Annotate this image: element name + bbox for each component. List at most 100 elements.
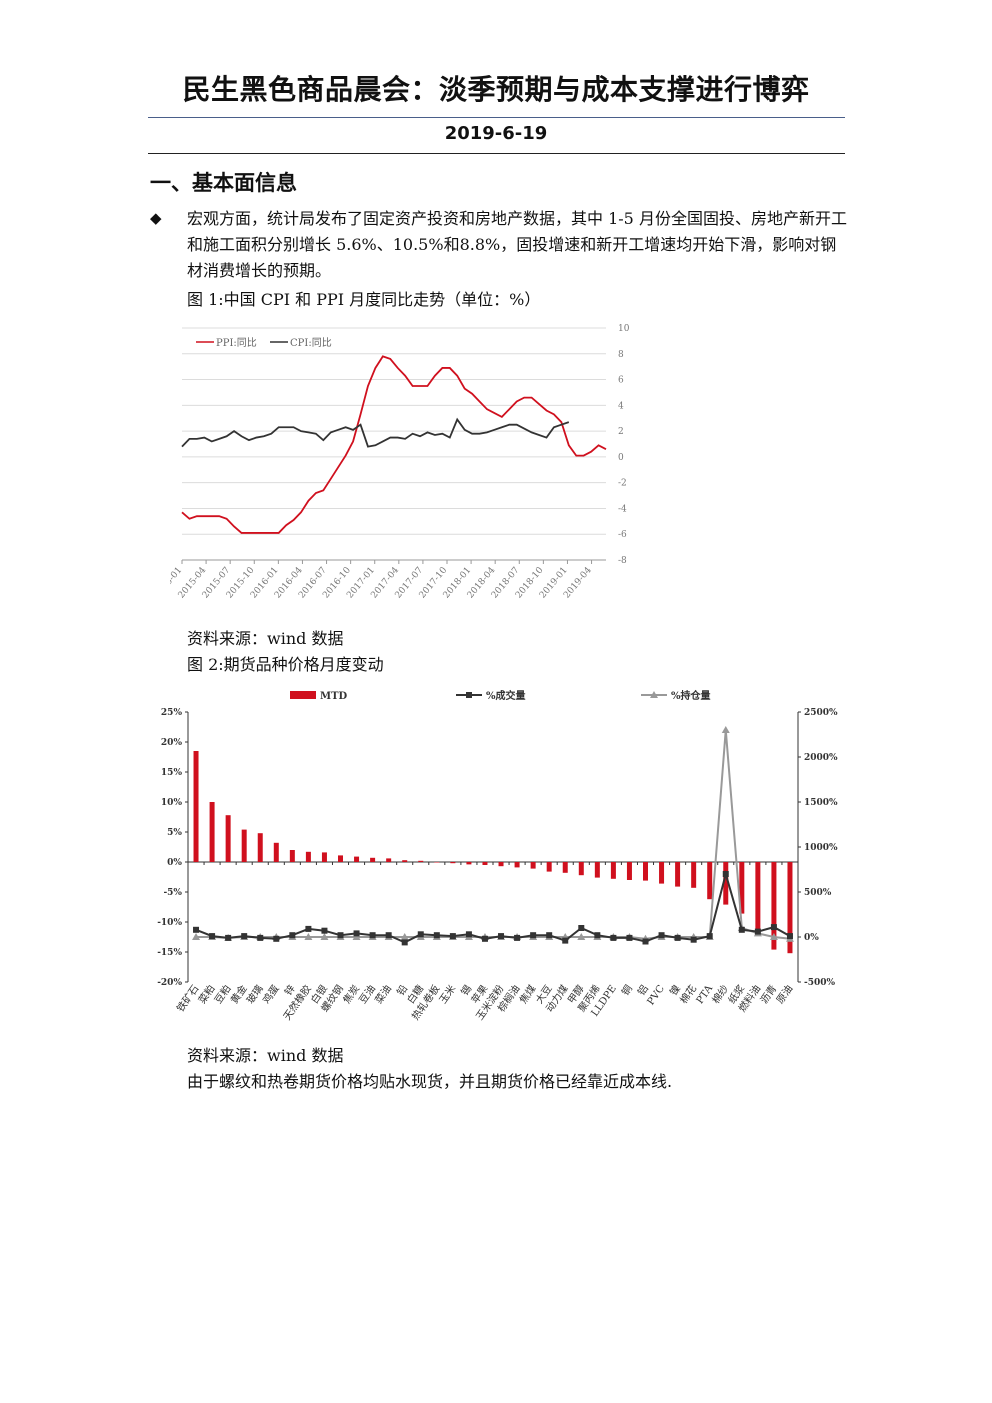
right-tick-label: 1500% bbox=[804, 798, 838, 808]
figure1-source: 资料来源：wind 数据 bbox=[187, 629, 344, 648]
open-interest-marker bbox=[577, 933, 586, 940]
left-tick-label: -15% bbox=[157, 948, 182, 958]
legend-label: %持仓量 bbox=[671, 689, 711, 702]
volume-marker bbox=[321, 927, 328, 934]
volume-marker bbox=[658, 932, 665, 939]
y-tick-label: -8 bbox=[618, 556, 627, 566]
volume-marker bbox=[193, 926, 200, 933]
open-interest-marker bbox=[304, 933, 313, 940]
mtd-bar bbox=[466, 862, 472, 865]
document-title: 民生黑色商品晨会：淡季预期与成本支撑进行博弈 bbox=[182, 73, 810, 106]
y-tick-label: -2 bbox=[618, 479, 627, 489]
volume-marker bbox=[417, 931, 424, 938]
category-label: 菜油 bbox=[372, 982, 394, 1006]
mtd-bar bbox=[338, 855, 343, 862]
volume-marker bbox=[225, 934, 232, 941]
volume-marker bbox=[674, 934, 681, 941]
left-tick-label: 0% bbox=[167, 858, 182, 868]
footer-paragraph: 由于螺纹和热卷期货价格均贴水现货，并且期货价格已经靠近成本线. bbox=[187, 1072, 673, 1091]
mtd-bar bbox=[321, 852, 327, 862]
open-interest-marker bbox=[320, 933, 329, 940]
volume-marker bbox=[241, 933, 248, 940]
mtd-bar bbox=[739, 862, 745, 914]
legend-label: MTD bbox=[320, 691, 348, 702]
figure1-caption: 图 1:中国 CPI 和 PPI 月度同比走势（单位：%） bbox=[187, 290, 541, 309]
y-tick-label: 0 bbox=[618, 453, 624, 463]
mtd-bar bbox=[707, 862, 713, 900]
open-interest-marker bbox=[769, 933, 778, 940]
volume-marker bbox=[738, 926, 745, 933]
volume-marker bbox=[481, 935, 488, 942]
section-heading: 一、基本面信息 bbox=[150, 171, 297, 195]
cpi-ppi-chart: 1086420-2-4-6-82015-012015-042015-072015… bbox=[170, 324, 630, 601]
right-tick-label: 2000% bbox=[804, 753, 838, 763]
mtd-bar bbox=[514, 862, 520, 868]
category-label: 原油 bbox=[773, 982, 795, 1006]
series-line bbox=[195, 870, 791, 944]
left-tick-label: 25% bbox=[161, 708, 183, 718]
volume-marker bbox=[385, 932, 392, 939]
volume-marker bbox=[610, 934, 617, 941]
left-tick-label: -20% bbox=[157, 978, 182, 988]
futures-monthly-change-chart: 25% 20% 15% 10% 5% 0% -5% -10% -15% -20% 2500% 2000… bbox=[157, 689, 838, 1022]
mtd-bar bbox=[594, 862, 600, 878]
volume-marker bbox=[690, 936, 697, 943]
volume-marker bbox=[578, 925, 585, 931]
open-interest-marker bbox=[352, 933, 361, 940]
series-line bbox=[181, 355, 607, 534]
category-label: 玻璃 bbox=[244, 982, 266, 1006]
mtd-bar bbox=[273, 842, 279, 862]
right-tick-label: 1000% bbox=[804, 843, 838, 853]
category-label: PTA bbox=[695, 983, 716, 1006]
title-divider bbox=[148, 117, 845, 118]
mtd-bar bbox=[643, 862, 648, 881]
figure2-caption: 图 2:期货品种价格月度变动 bbox=[187, 655, 384, 674]
y-tick-label: 4 bbox=[618, 401, 624, 411]
volume-marker bbox=[305, 925, 312, 932]
mtd-bar bbox=[562, 862, 568, 873]
open-interest-marker bbox=[400, 933, 409, 940]
volume-marker bbox=[546, 932, 553, 939]
volume-marker bbox=[530, 932, 537, 939]
open-interest-marker bbox=[721, 726, 730, 733]
mtd-bar bbox=[723, 862, 729, 905]
volume-marker bbox=[514, 934, 521, 941]
volume-marker bbox=[498, 933, 505, 940]
mtd-bar bbox=[257, 833, 263, 862]
category-label: 鸡蛋 bbox=[260, 982, 282, 1006]
volume-marker bbox=[754, 928, 761, 935]
mtd-bar bbox=[530, 862, 536, 869]
legend-swatch bbox=[290, 691, 316, 699]
volume-marker bbox=[706, 933, 713, 940]
macro-paragraph: 宏观方面，统计局发布了固定资产投资和房地产数据，其中 1-5 月份全国固投、房地… bbox=[187, 209, 847, 280]
volume-marker bbox=[449, 933, 456, 940]
right-tick-label: 500% bbox=[804, 888, 832, 898]
legend-label: CPI:同比 bbox=[290, 337, 332, 349]
mtd-bar bbox=[755, 862, 761, 932]
legend-label: %成交量 bbox=[486, 689, 526, 702]
date-divider bbox=[148, 153, 845, 154]
mtd-bar bbox=[402, 860, 408, 862]
right-tick-label: -500% bbox=[804, 978, 836, 988]
category-label: 菜粕 bbox=[195, 982, 217, 1006]
category-label: 黄金 bbox=[228, 982, 250, 1006]
legend-marker bbox=[466, 692, 472, 698]
mtd-bar bbox=[578, 862, 584, 876]
volume-marker bbox=[337, 932, 344, 939]
y-tick-label: -4 bbox=[618, 504, 627, 514]
mtd-bar bbox=[787, 862, 793, 954]
right-tick-label: 0% bbox=[804, 933, 819, 943]
legend-label: PPI:同比 bbox=[216, 337, 257, 349]
category-label: 棉花 bbox=[677, 982, 699, 1006]
right-tick-label: 2500% bbox=[804, 708, 838, 718]
y-tick-label: 6 bbox=[618, 376, 624, 386]
mtd-bar bbox=[418, 860, 424, 862]
volume-marker bbox=[594, 932, 601, 939]
mtd-bar bbox=[626, 862, 632, 880]
mtd-bar bbox=[450, 862, 456, 864]
volume-marker bbox=[626, 934, 633, 941]
open-interest-marker bbox=[192, 933, 201, 940]
volume-marker bbox=[562, 937, 569, 944]
mtd-bar bbox=[209, 802, 215, 862]
volume-marker bbox=[289, 932, 296, 939]
